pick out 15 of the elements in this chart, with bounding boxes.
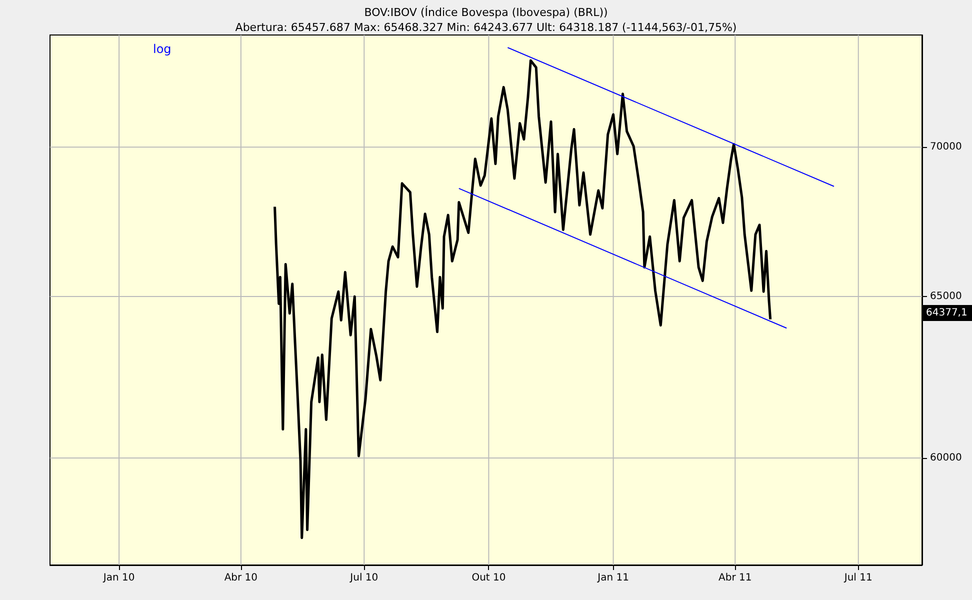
y-tick-label: 65000 [930,291,962,302]
text: 64377,1 [926,308,968,318]
x-tick-label: Jan 11 [596,572,629,584]
y-tick-label: 60000 [930,452,962,464]
x-tick-label: Jul 11 [843,572,872,584]
x-tick-label: Abr 10 [224,572,258,584]
x-tick-label: Jul 10 [349,572,378,584]
annotation: log [153,42,172,56]
line-series [274,59,772,540]
x-tick-label: Out 10 [472,572,506,584]
x-tick-label: Abr 11 [718,572,752,584]
x-tick-label: Jan 10 [102,572,135,584]
y-tick-label: 70000 [930,142,962,153]
chart-subtitle: Abertura: 65457.687 Max: 65468.327 Min: 64243.677 Ult: 64318.187 (-1144,563/-01,75%) [235,21,737,34]
chart-title: BOV:IBOV (Índice Bovespa (Ibovespa) (BRL)) [364,5,608,19]
